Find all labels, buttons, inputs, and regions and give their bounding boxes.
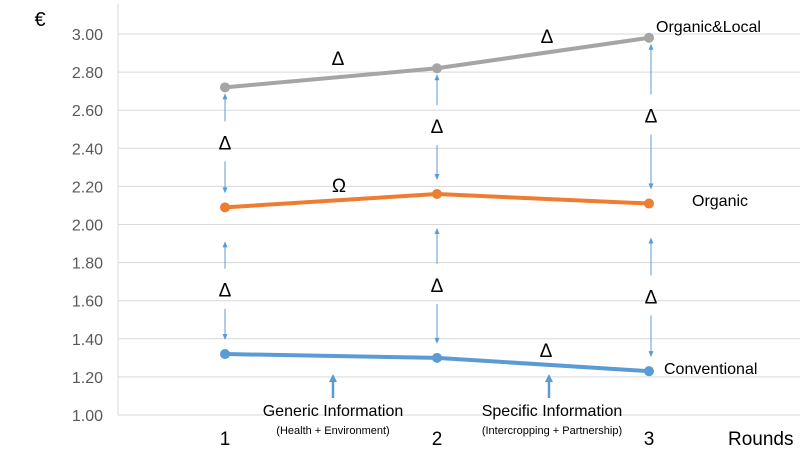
y-tick-label: 2.40	[72, 141, 103, 158]
y-tick-label: 3.00	[72, 27, 103, 44]
delta-symbol: Δ	[431, 276, 444, 297]
data-point	[220, 82, 230, 93]
series-label: Organic	[692, 193, 748, 210]
generic-info-title: Generic Information	[263, 403, 404, 420]
down-arrowhead	[222, 334, 228, 341]
y-axis-label: €	[34, 9, 45, 31]
specific-info-subtitle: (Intercropping + Partnership)	[482, 425, 622, 437]
y-tick-label: 1.60	[72, 294, 103, 311]
x-tick-label: 2	[432, 429, 443, 450]
up-arrowhead	[648, 43, 654, 50]
y-tick-label: 1.80	[72, 256, 103, 273]
delta-symbol: Δ	[645, 287, 658, 308]
generic-info-subtitle: (Health + Environment)	[276, 425, 389, 437]
up-arrowhead	[222, 241, 228, 248]
up-arrowhead	[434, 74, 440, 81]
x-tick-labels: 1 2 3	[220, 429, 655, 450]
slope-symbol: Δ	[541, 27, 554, 48]
difference-arrows	[222, 43, 654, 358]
series-label: Conventional	[664, 361, 757, 378]
series-group: Organic&Local Organic Conventional	[220, 19, 761, 378]
data-point	[432, 352, 442, 363]
data-point	[220, 349, 230, 360]
slope-symbol: Δ	[332, 49, 345, 70]
annotation-symbols: Δ Δ Δ Δ Δ Δ Δ Δ Ω Δ	[219, 27, 658, 362]
delta-symbol: Δ	[645, 107, 658, 128]
x-axis-label: Rounds	[728, 429, 794, 450]
down-arrowhead	[222, 187, 228, 194]
up-arrowhead	[222, 93, 228, 100]
down-arrowhead	[434, 337, 440, 344]
y-tick-label: 1.00	[72, 408, 103, 425]
grid-lines	[117, 4, 800, 416]
down-arrowhead	[648, 351, 654, 358]
x-tick-label: 1	[220, 429, 231, 450]
slope-symbol: Ω	[332, 176, 346, 197]
delta-symbol: Δ	[431, 117, 444, 138]
y-tick-label: 1.20	[72, 370, 103, 387]
up-arrowhead	[434, 228, 440, 235]
information-annotations: Generic Information (Health + Environmen…	[263, 374, 623, 437]
data-point	[644, 32, 654, 43]
down-arrowhead	[648, 183, 654, 190]
y-tick-label: 2.00	[72, 218, 103, 235]
specific-info-arrowhead	[545, 374, 553, 382]
y-tick-labels: 1.00 1.20 1.40 1.60 1.80 2.00 2.20 2.40 2.60 2.80…	[72, 27, 103, 425]
y-tick-label: 2.20	[72, 179, 103, 196]
data-point	[432, 63, 442, 74]
data-point	[220, 202, 230, 213]
x-tick-label: 3	[644, 429, 655, 450]
data-point	[432, 189, 442, 200]
delta-symbol: Δ	[219, 133, 232, 154]
delta-symbol: Δ	[219, 281, 232, 302]
data-point	[644, 366, 654, 377]
up-arrowhead	[648, 237, 654, 244]
down-arrowhead	[434, 174, 440, 181]
data-point	[644, 198, 654, 209]
series-label: Organic&Local	[656, 19, 761, 36]
slope-symbol: Δ	[540, 341, 553, 362]
generic-info-arrowhead	[329, 374, 337, 382]
y-tick-label: 2.80	[72, 65, 103, 82]
y-tick-label: 2.60	[72, 103, 103, 120]
y-tick-label: 1.40	[72, 332, 103, 349]
specific-info-title: Specific Information	[482, 403, 623, 420]
